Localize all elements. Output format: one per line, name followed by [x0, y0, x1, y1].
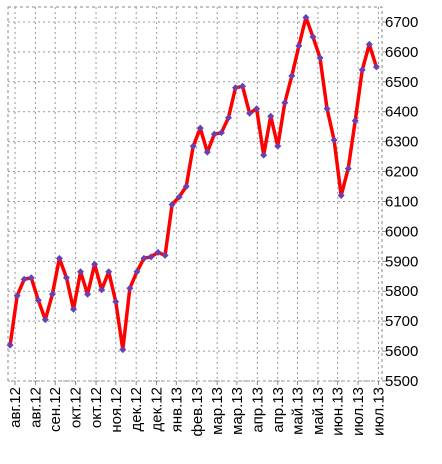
y-tick-label: 6400: [385, 104, 418, 121]
marker: [189, 142, 197, 150]
x-tick-label: окт.12: [88, 387, 105, 428]
y-tick-label: 6000: [385, 223, 418, 240]
marker: [112, 298, 120, 306]
marker: [196, 124, 204, 132]
marker: [168, 200, 176, 208]
marker: [358, 66, 366, 74]
marker: [323, 105, 331, 113]
plot-frame: [7, 6, 383, 382]
y-tick-label: 6600: [385, 44, 418, 61]
marker: [91, 260, 99, 268]
marker: [203, 148, 211, 156]
x-tick-label: дек.12: [149, 387, 166, 432]
marker: [34, 296, 42, 304]
marker: [344, 165, 352, 173]
x-tick-label: июн.13: [330, 387, 347, 436]
marker: [302, 13, 310, 21]
y-tick-label: 6500: [385, 74, 418, 91]
x-tick-label: май.13: [289, 387, 306, 435]
marker: [337, 191, 345, 199]
x-tick-label: дек.12: [128, 387, 145, 432]
marker: [217, 129, 225, 137]
x-tick-label: апр.13: [249, 387, 266, 433]
marker: [224, 114, 232, 122]
marker: [70, 305, 78, 313]
y-tick-label: 6700: [385, 14, 418, 31]
x-tick-label: июл.13: [350, 387, 367, 436]
marker: [84, 290, 92, 298]
marker: [253, 105, 261, 113]
marker: [140, 254, 148, 262]
line: [8, 15, 379, 352]
marker: [246, 109, 254, 117]
marker: [239, 82, 247, 90]
marker: [119, 346, 127, 354]
marker: [13, 292, 21, 300]
marker: [288, 72, 296, 80]
marker: [154, 248, 162, 256]
marker: [77, 268, 85, 276]
marker: [98, 286, 106, 294]
marker: [133, 268, 141, 276]
marker: [330, 136, 338, 144]
marker: [175, 193, 183, 201]
y-tick-label: 5900: [385, 253, 418, 270]
y-tick-label: 5700: [385, 313, 418, 330]
x-tick-label: авг.12: [27, 387, 44, 428]
x-tick-label: сен.12: [47, 387, 64, 432]
marker: [6, 341, 14, 349]
marker: [147, 253, 155, 261]
marker: [161, 251, 169, 259]
y-tick-label: 6200: [385, 164, 418, 181]
marker: [267, 112, 275, 120]
x-tick-label: апр.13: [270, 387, 287, 433]
marker: [27, 274, 35, 282]
x-tick-label: мар.13: [209, 387, 226, 435]
marker: [260, 151, 268, 159]
y-tick-label: 5600: [385, 343, 418, 360]
marker: [365, 40, 373, 48]
marker: [295, 42, 303, 50]
x-tick-label: окт.12: [68, 387, 85, 428]
marker: [316, 54, 324, 62]
marker: [41, 316, 49, 324]
x-tick-label: авг.12: [7, 387, 24, 428]
x-tick-label: янв.13: [168, 387, 185, 432]
x-tick-label: июл.13: [370, 387, 387, 436]
marker: [20, 275, 28, 283]
marker: [231, 84, 239, 92]
x-tick-label: мар.13: [229, 387, 246, 435]
marker: [105, 268, 113, 276]
marker: [274, 142, 282, 150]
y-tick-label: 6300: [385, 134, 418, 151]
x-tick-label: фев.13: [189, 387, 206, 437]
marker: [62, 274, 70, 282]
marker: [55, 254, 63, 262]
marker: [309, 33, 317, 41]
marker: [351, 117, 359, 125]
marker: [281, 99, 289, 107]
x-tick-label: ноя.12: [108, 387, 125, 433]
y-tick-label: 6100: [385, 193, 418, 210]
y-tick-label: 5800: [385, 283, 418, 300]
marker: [126, 284, 134, 292]
x-tick-label: май.13: [310, 387, 327, 435]
marker: [210, 130, 218, 138]
y-tick-label: 5500: [385, 373, 418, 390]
marker: [48, 290, 56, 298]
marker: [182, 183, 190, 191]
marker: [372, 63, 380, 71]
